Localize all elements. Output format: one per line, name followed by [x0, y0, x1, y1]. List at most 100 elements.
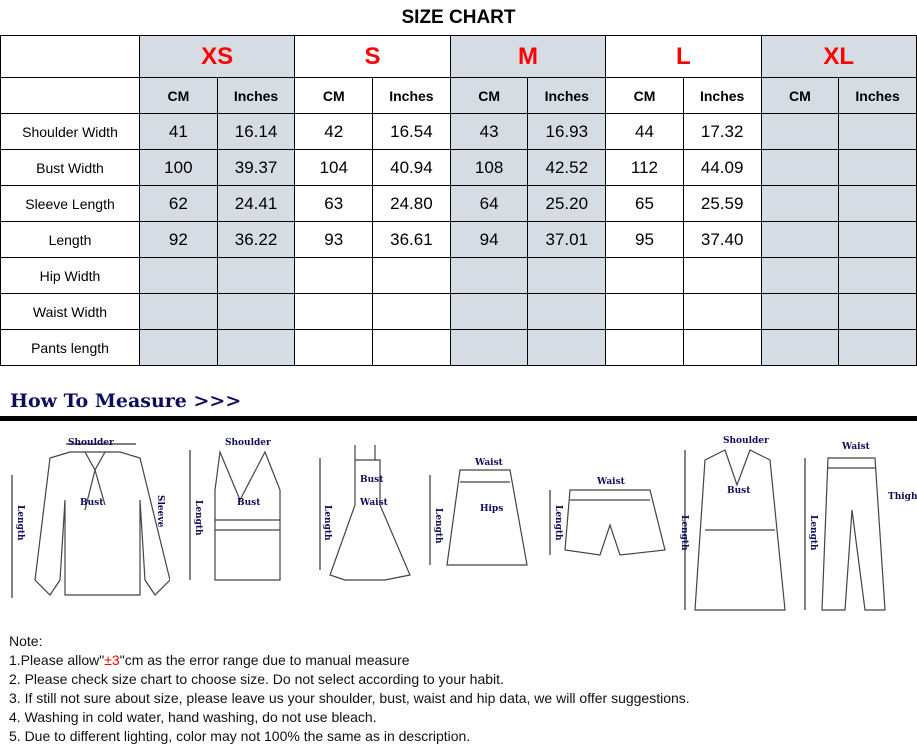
size-chart-title: SIZE CHART — [401, 7, 516, 28]
value-cell — [294, 293, 374, 330]
value-cell — [838, 221, 917, 258]
value-cell: 104 — [294, 149, 374, 186]
cm-header: CM — [294, 77, 374, 114]
label-bust: Bust — [727, 486, 751, 496]
table-row: Bust Width 100 39.37 104 40.94 108 42.52 112 44.… — [0, 149, 917, 186]
value-cell — [760, 293, 840, 330]
value-cell — [838, 257, 917, 294]
value-cell — [760, 185, 840, 222]
value-cell — [605, 329, 684, 366]
pants-drawing — [804, 457, 886, 611]
value-cell: 62 — [139, 185, 218, 222]
label-shoulder: Shoulder — [723, 436, 769, 446]
label-length: Length — [15, 505, 25, 541]
inches-header: Inches — [838, 77, 917, 114]
blouse-diagram: Shoulder Bust Sleeve Length — [10, 430, 170, 610]
note-5: 5. Due to different lighting, color may … — [9, 728, 471, 744]
row-label: Bust Width — [0, 149, 140, 186]
coat-drawing — [684, 449, 786, 611]
table-row: Shoulder Width 41 16.14 42 16.54 43 16.93 44 17.… — [0, 113, 917, 150]
value-cell: 24.80 — [372, 185, 451, 222]
value-cell: 17.32 — [682, 113, 762, 150]
value-cell: 65 — [605, 185, 684, 222]
value-cell — [760, 257, 840, 294]
label-bust: Bust — [237, 498, 261, 508]
size-chart-table: XS S M L XL CM Inches CM Inches CM Inches CM Inches C… — [0, 35, 917, 366]
value-cell — [139, 329, 218, 366]
row-label: Length — [0, 221, 140, 258]
how-to-measure-title: How To Measure >>> — [10, 390, 242, 412]
size-header: S — [294, 35, 451, 78]
label-shoulder: Shoulder — [68, 438, 114, 448]
value-cell — [294, 257, 374, 294]
error-range: ±3 — [104, 652, 120, 668]
value-cell — [139, 257, 218, 294]
skirt-diagram: Waist Hips Length — [425, 430, 535, 610]
vest-diagram: Shoulder Bust Length — [185, 430, 295, 610]
label-sleeve: Sleeve — [155, 495, 165, 528]
label-length: Length — [679, 515, 689, 551]
row-label: Pants length — [0, 329, 140, 366]
value-cell: 63 — [294, 185, 374, 222]
value-cell — [449, 293, 529, 330]
row-label: Sleeve Length — [0, 185, 140, 222]
value-cell: 92 — [139, 221, 218, 258]
value-cell: 16.14 — [216, 113, 296, 150]
pants-diagram: Waist Thigh Length — [800, 430, 917, 620]
value-cell: 112 — [605, 149, 684, 186]
cm-header: CM — [605, 77, 684, 114]
row-label: Shoulder Width — [0, 113, 140, 150]
inches-header: Inches — [682, 77, 762, 114]
value-cell — [760, 221, 840, 258]
label-hips: Hips — [480, 504, 504, 514]
value-cell — [760, 113, 840, 150]
value-cell: 44 — [605, 113, 684, 150]
value-cell — [682, 329, 762, 366]
unit-header-row: CM Inches CM Inches CM Inches CM Inches CM Inches — [0, 77, 917, 114]
value-cell: 41 — [139, 113, 218, 150]
inches-header: Inches — [372, 77, 451, 114]
value-cell — [682, 293, 762, 330]
note-4: 4. Washing in cold water, hand washing, … — [9, 709, 377, 725]
label-length: Length — [808, 515, 818, 551]
size-header-row: XS S M L XL — [0, 35, 917, 78]
value-cell — [838, 329, 917, 366]
note-3: 3. If still not sure about size, please … — [9, 690, 690, 706]
value-cell: 44.09 — [682, 149, 762, 186]
dress-diagram: Bust Waist Length — [310, 430, 420, 610]
note-1-text-end: "cm as the error range due to manual mea… — [119, 652, 410, 668]
value-cell: 25.59 — [682, 185, 762, 222]
value-cell: 40.94 — [372, 149, 451, 186]
row-label: Waist Width — [0, 293, 140, 330]
value-cell: 42 — [294, 113, 374, 150]
value-cell: 16.54 — [372, 113, 451, 150]
label-bust: Bust — [360, 475, 384, 485]
value-cell — [527, 257, 607, 294]
blouse-drawing — [11, 443, 170, 598]
value-cell — [449, 329, 529, 366]
value-cell: 42.52 — [527, 149, 607, 186]
size-header: M — [449, 35, 607, 78]
value-cell — [216, 257, 296, 294]
label-bust: Bust — [80, 498, 104, 508]
label-shoulder: Shoulder — [225, 438, 271, 448]
value-cell: 39.37 — [216, 149, 296, 186]
corner-cell — [0, 77, 140, 114]
value-cell — [682, 257, 762, 294]
cm-header: CM — [760, 77, 840, 114]
label-length: Length — [553, 505, 563, 541]
value-cell — [838, 149, 917, 186]
corner-cell — [0, 35, 140, 78]
vest-drawing — [189, 449, 281, 581]
value-cell — [449, 257, 529, 294]
cm-header: CM — [139, 77, 218, 114]
shorts-diagram: Waist Length — [545, 430, 670, 610]
value-cell: 36.22 — [216, 221, 296, 258]
value-cell — [760, 329, 840, 366]
notes: Note: 1.Please allow"±3"cm as the error … — [9, 632, 690, 746]
table-row: Sleeve Length 62 24.41 63 24.80 64 25.20 65 25.5… — [0, 185, 917, 222]
dress-drawing — [319, 445, 411, 581]
value-cell — [216, 293, 296, 330]
divider — [0, 416, 917, 421]
label-length: Length — [433, 508, 443, 544]
